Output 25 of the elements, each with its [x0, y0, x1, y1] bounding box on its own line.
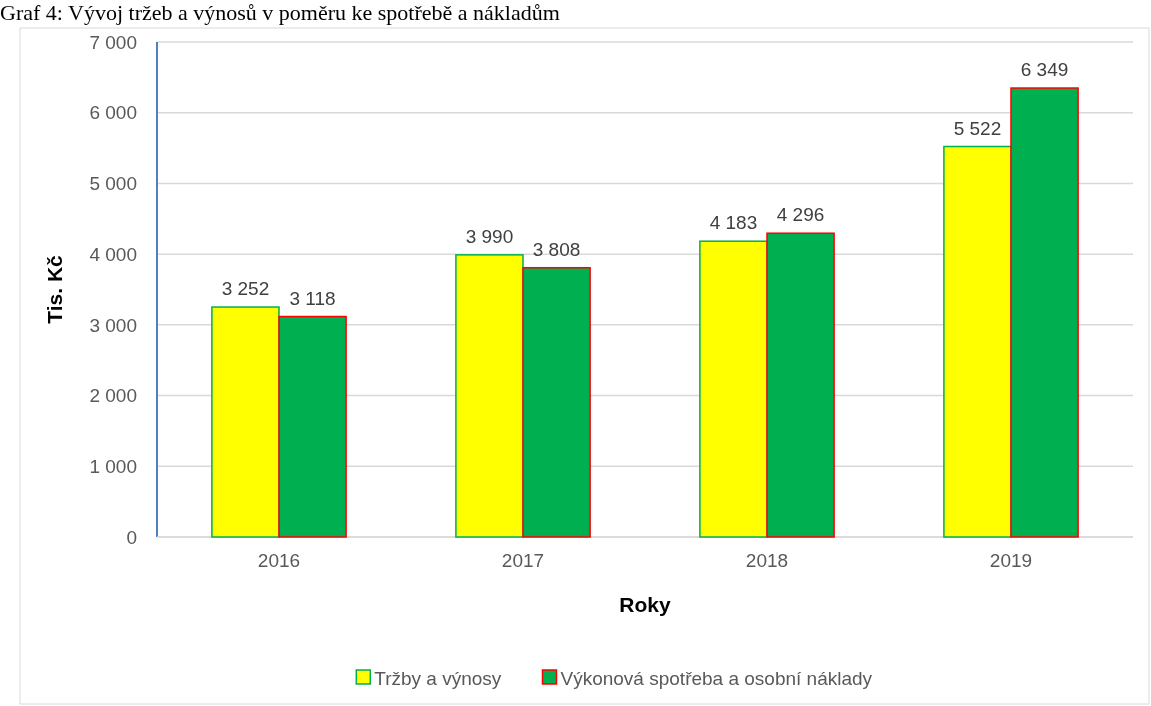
y-tick-label: 5 000: [89, 173, 137, 195]
data-label: 4 296: [776, 204, 825, 226]
y-axis-title: Tis. Kč: [43, 254, 66, 324]
y-tick-label: 7 000: [89, 31, 137, 53]
x-tick-label: 2018: [745, 550, 789, 571]
y-tick-label: 3 000: [89, 314, 137, 336]
data-label: 3 252: [221, 278, 270, 300]
data-label: 6 349: [1020, 59, 1069, 81]
chart-title: Graf 4: Vývoj tržeb a výnosů v poměru ke spotřebě a nákladům: [0, 0, 560, 25]
y-tick-label: 2 000: [89, 385, 137, 407]
x-tick-label: 2016: [257, 550, 301, 571]
x-axis-title: Roky: [619, 593, 671, 616]
legend-label: Výkonová spotřeba a osobní náklady: [560, 667, 873, 689]
data-label: 3 808: [532, 238, 581, 260]
data-label: 3 990: [465, 225, 514, 247]
x-tick-label: 2019: [989, 550, 1033, 571]
y-tick-label: 1 000: [89, 455, 137, 477]
x-tick-label: 2017: [501, 550, 545, 571]
legend-label: Tržby a výnosy: [374, 667, 502, 689]
data-label: 4 183: [709, 212, 758, 234]
data-label: 5 522: [953, 117, 1002, 139]
y-tick-label: 6 000: [89, 102, 137, 124]
y-tick-label: 4 000: [89, 243, 137, 265]
y-tick-label: 0: [126, 526, 137, 548]
data-label: 3 118: [289, 287, 336, 309]
